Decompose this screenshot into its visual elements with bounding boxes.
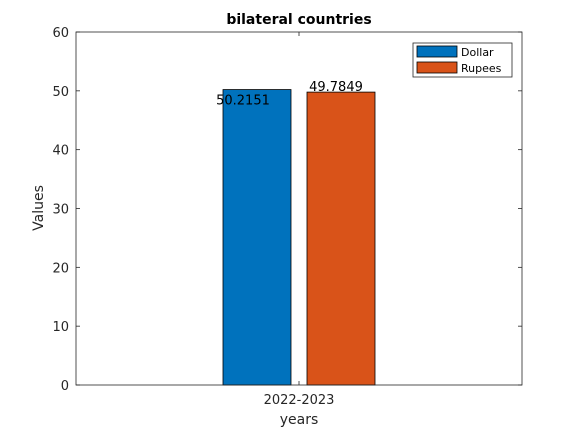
data-labels-layer: 50.2151 49.7849 bbox=[216, 80, 363, 108]
x-ticks-layer: 2022-2023 bbox=[264, 32, 335, 408]
legend-swatch-dollar bbox=[416, 45, 458, 58]
y-tick-label: 10 bbox=[52, 320, 69, 335]
y-tick-label: 50 bbox=[52, 85, 69, 100]
data-label-rupees: 49.7849 bbox=[309, 80, 363, 95]
y-tick-label: 40 bbox=[52, 144, 69, 159]
legend-label-rupees: Rupees bbox=[461, 62, 502, 75]
y-tick-label: 0 bbox=[61, 379, 69, 394]
plot-area bbox=[76, 32, 522, 385]
legend-swatch-rupees bbox=[416, 61, 458, 74]
x-tick-label: 2022-2023 bbox=[264, 393, 335, 408]
chart-title: bilateral countries bbox=[226, 12, 371, 28]
legend: Dollar Rupees bbox=[412, 42, 513, 78]
y-ticks-layer: 0 10 20 30 40 50 60 bbox=[52, 26, 522, 394]
y-tick-label: 30 bbox=[52, 203, 69, 218]
y-tick-label: 20 bbox=[52, 261, 69, 276]
data-label-dollar: 50.2151 bbox=[216, 94, 270, 109]
legend-label-dollar: Dollar bbox=[461, 46, 494, 59]
y-tick-label: 60 bbox=[52, 26, 69, 41]
bar-rupees bbox=[306, 91, 376, 386]
x-axis-label: years bbox=[280, 412, 319, 428]
bars-layer bbox=[222, 89, 376, 386]
bar-dollar bbox=[222, 89, 292, 386]
y-axis-label: Values bbox=[31, 185, 47, 231]
